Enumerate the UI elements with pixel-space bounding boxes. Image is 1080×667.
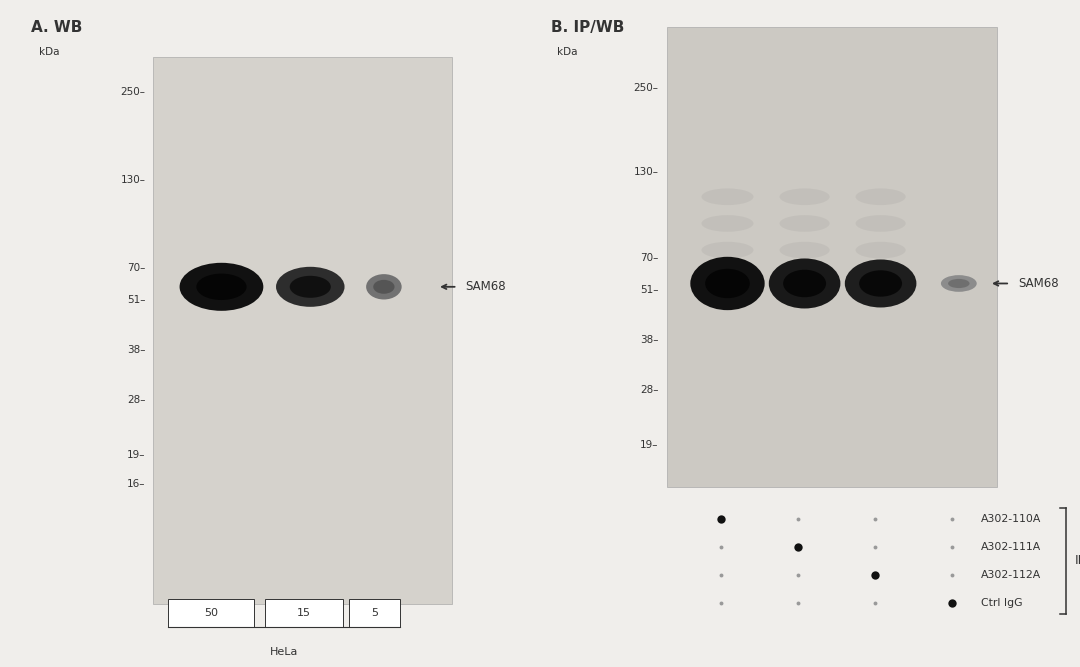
Text: IP: IP xyxy=(1075,554,1080,568)
Text: 38–: 38– xyxy=(126,346,146,355)
Text: 130–: 130– xyxy=(634,167,659,177)
Ellipse shape xyxy=(289,276,330,298)
Text: 38–: 38– xyxy=(640,336,659,345)
Text: Ctrl IgG: Ctrl IgG xyxy=(981,598,1023,608)
Ellipse shape xyxy=(855,215,906,232)
Text: 50: 50 xyxy=(204,608,218,618)
Text: 19–: 19– xyxy=(640,440,659,450)
Ellipse shape xyxy=(690,257,765,310)
Ellipse shape xyxy=(705,269,750,298)
Text: 70–: 70– xyxy=(127,263,146,273)
Text: SAM68: SAM68 xyxy=(1018,277,1058,290)
Bar xyxy=(153,57,453,604)
Text: B. IP/WB: B. IP/WB xyxy=(551,20,624,35)
Text: HeLa: HeLa xyxy=(270,647,298,657)
Ellipse shape xyxy=(855,241,906,258)
Ellipse shape xyxy=(780,215,829,232)
Text: 130–: 130– xyxy=(120,175,146,185)
Ellipse shape xyxy=(780,241,829,258)
Text: 16–: 16– xyxy=(126,479,146,488)
Text: SAM68: SAM68 xyxy=(465,280,505,293)
Text: A302-111A: A302-111A xyxy=(981,542,1041,552)
Text: 5: 5 xyxy=(372,608,378,618)
Bar xyxy=(349,599,400,627)
Ellipse shape xyxy=(366,274,402,299)
Bar xyxy=(667,27,998,487)
Ellipse shape xyxy=(780,189,829,205)
Ellipse shape xyxy=(855,189,906,205)
Text: 51–: 51– xyxy=(126,295,146,305)
Ellipse shape xyxy=(948,279,970,288)
Text: 250–: 250– xyxy=(120,87,146,97)
Ellipse shape xyxy=(276,267,345,307)
Text: 51–: 51– xyxy=(640,285,659,295)
Text: kDa: kDa xyxy=(39,47,59,57)
Text: 15: 15 xyxy=(297,608,311,618)
Ellipse shape xyxy=(769,259,840,308)
Ellipse shape xyxy=(179,263,264,311)
Ellipse shape xyxy=(374,280,394,293)
Ellipse shape xyxy=(783,269,826,297)
Ellipse shape xyxy=(845,259,917,307)
Ellipse shape xyxy=(197,273,246,300)
Ellipse shape xyxy=(702,189,754,205)
Text: 28–: 28– xyxy=(640,386,659,395)
Ellipse shape xyxy=(941,275,976,292)
Ellipse shape xyxy=(702,241,754,258)
Text: 250–: 250– xyxy=(634,83,659,93)
Bar xyxy=(168,599,255,627)
Text: 70–: 70– xyxy=(640,253,659,263)
Ellipse shape xyxy=(859,270,902,297)
Text: A. WB: A. WB xyxy=(31,20,82,35)
Text: 19–: 19– xyxy=(126,450,146,460)
Text: A302-110A: A302-110A xyxy=(981,514,1041,524)
Text: A302-112A: A302-112A xyxy=(981,570,1041,580)
Ellipse shape xyxy=(702,215,754,232)
Text: 28–: 28– xyxy=(126,396,146,405)
Bar xyxy=(265,599,343,627)
Text: kDa: kDa xyxy=(557,47,577,57)
